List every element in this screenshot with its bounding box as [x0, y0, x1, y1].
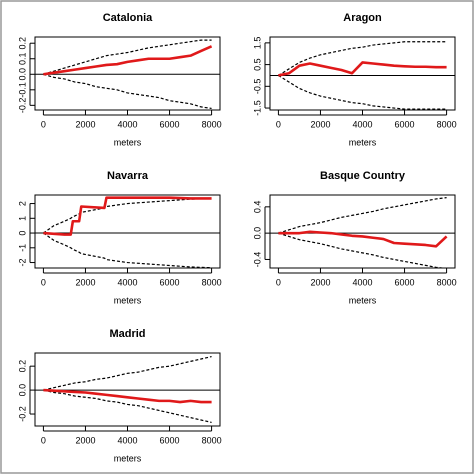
envelope-line: [43, 73, 212, 110]
panel: Navarra 0 2000 4000 6000 8000 -2 -1 0 1 2 meters: [17, 170, 221, 305]
x-tick-label: 0: [276, 277, 281, 287]
envelope-line: [43, 389, 212, 423]
x-tick-label: 4000: [117, 119, 137, 129]
envelope-line: [43, 39, 212, 75]
y-tick-label: 1: [17, 216, 27, 221]
panel-title: Aragon: [343, 12, 382, 24]
envelope-line: [43, 197, 212, 234]
envelope-line: [43, 232, 212, 268]
x-tick-label: 2000: [75, 277, 95, 287]
envelope-line: [278, 197, 447, 234]
y-tick-label: 0: [17, 231, 27, 236]
y-tick-label: 0.0: [17, 68, 27, 81]
y-tick-label: -0.4: [252, 252, 262, 268]
panel-title: Catalonia: [103, 12, 153, 24]
y-tick-label: 0.4: [252, 201, 262, 214]
panel: Basque Country 0 2000 4000 6000 8000 -0.4 0.0 0.…: [252, 170, 456, 305]
x-tick-label: 8000: [202, 277, 222, 287]
observed-line: [43, 388, 212, 404]
x-tick-label: 2000: [310, 277, 330, 287]
x-tick-label: 6000: [395, 277, 415, 287]
y-tick-label: -2: [17, 259, 27, 267]
y-tick-label: -1.5: [252, 100, 262, 116]
x-tick-label: 2000: [310, 119, 330, 129]
observed-line: [278, 230, 448, 248]
x-tick-label: 0: [41, 435, 46, 445]
panel-title: Navarra: [107, 170, 149, 182]
y-tick-label: 0.0: [17, 384, 27, 397]
observed-line: [278, 61, 447, 77]
x-tick-label: 0: [41, 277, 46, 287]
panel: Aragon 0 2000 4000 6000 8000 -1.5 -0.5 0.5 1.5 met…: [252, 12, 456, 147]
y-tick-label: -0.5: [252, 79, 262, 95]
y-tick-label: 0.2: [17, 37, 27, 50]
y-tick-label: 0.2: [17, 360, 27, 373]
x-tick-label: 6000: [160, 435, 180, 445]
x-tick-label: 8000: [202, 119, 222, 129]
x-tick-label: 6000: [395, 119, 415, 129]
x-tick-label: 4000: [117, 277, 137, 287]
panel: Catalonia 0 2000 4000 6000 8000 -0.2-0.10.0 0.1…: [17, 12, 221, 147]
x-tick-label: 4000: [352, 119, 372, 129]
envelope-line: [278, 41, 447, 76]
envelope-line: [278, 74, 447, 110]
y-tick-label: -0.2: [17, 406, 27, 422]
panel-title: Madrid: [109, 328, 145, 340]
y-tick-label: 2: [17, 201, 27, 206]
y-tick-label: -1: [17, 244, 27, 252]
x-tick-label: 6000: [160, 119, 180, 129]
x-axis-label: meters: [349, 137, 377, 147]
x-tick-label: 0: [41, 119, 46, 129]
y-tick-label: 0.1: [17, 52, 27, 65]
observed-line: [43, 45, 213, 76]
x-tick-label: 0: [276, 119, 281, 129]
envelope-line: [278, 232, 447, 268]
panel: Madrid 0 2000 4000 6000 8000 -0.2 0.0 0.2 meters: [17, 328, 221, 463]
x-axis-label: meters: [349, 295, 377, 305]
panel-title: Basque Country: [320, 170, 406, 182]
y-tick-label: 0.0: [252, 227, 262, 240]
x-axis-label: meters: [114, 453, 142, 463]
envelope-line: [43, 356, 212, 391]
x-tick-label: 4000: [352, 277, 372, 287]
x-tick-label: 4000: [117, 435, 137, 445]
x-tick-label: 2000: [75, 119, 95, 129]
x-axis-label: meters: [114, 295, 142, 305]
x-tick-label: 6000: [160, 277, 180, 287]
x-tick-label: 2000: [75, 435, 95, 445]
y-tick-label: 1.5: [252, 37, 262, 50]
x-axis-label: meters: [114, 137, 142, 147]
y-tick-label: 0.5: [252, 58, 262, 71]
y-tick-label: -0.1: [17, 82, 27, 98]
y-tick-label: -0.2: [17, 98, 27, 114]
observed-line: [43, 196, 212, 236]
x-tick-label: 8000: [437, 119, 457, 129]
x-tick-label: 8000: [202, 435, 222, 445]
x-tick-label: 8000: [437, 277, 457, 287]
